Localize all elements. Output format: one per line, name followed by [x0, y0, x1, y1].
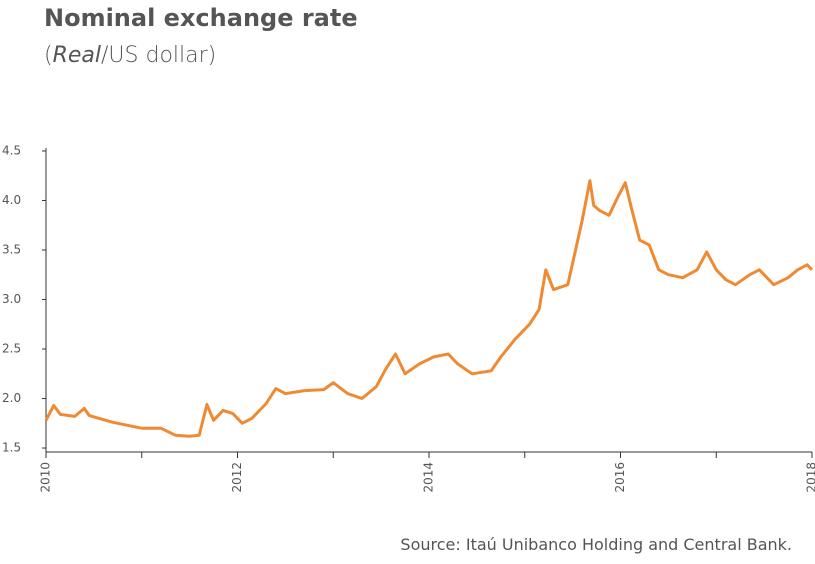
chart-subtitle: (Real/US dollar): [44, 43, 216, 68]
y-tick-label: 4.0: [2, 193, 21, 207]
subtitle-part: /US dollar): [101, 43, 216, 68]
chart-title: Nominal exchange rate: [44, 4, 358, 32]
subtitle-part: (: [44, 43, 53, 68]
x-tick-label: 2010: [39, 462, 53, 493]
y-tick-label: 2.0: [2, 391, 21, 405]
y-tick-label: 1.5: [2, 441, 21, 455]
y-tick-label: 4.5: [2, 143, 21, 157]
y-tick-label: 3.5: [2, 242, 21, 256]
source-note: Source: Itaú Unibanco Holding and Centra…: [400, 535, 792, 554]
series-line: [46, 181, 812, 437]
subtitle-part: Real: [53, 43, 101, 68]
x-tick-label: 2016: [613, 462, 627, 493]
y-tick-label: 3.0: [2, 292, 21, 306]
x-tick-label: 2018: [805, 462, 815, 493]
x-tick-label: 2012: [230, 462, 244, 493]
x-tick-label: 2014: [422, 462, 436, 493]
y-tick-label: 2.5: [2, 342, 21, 356]
